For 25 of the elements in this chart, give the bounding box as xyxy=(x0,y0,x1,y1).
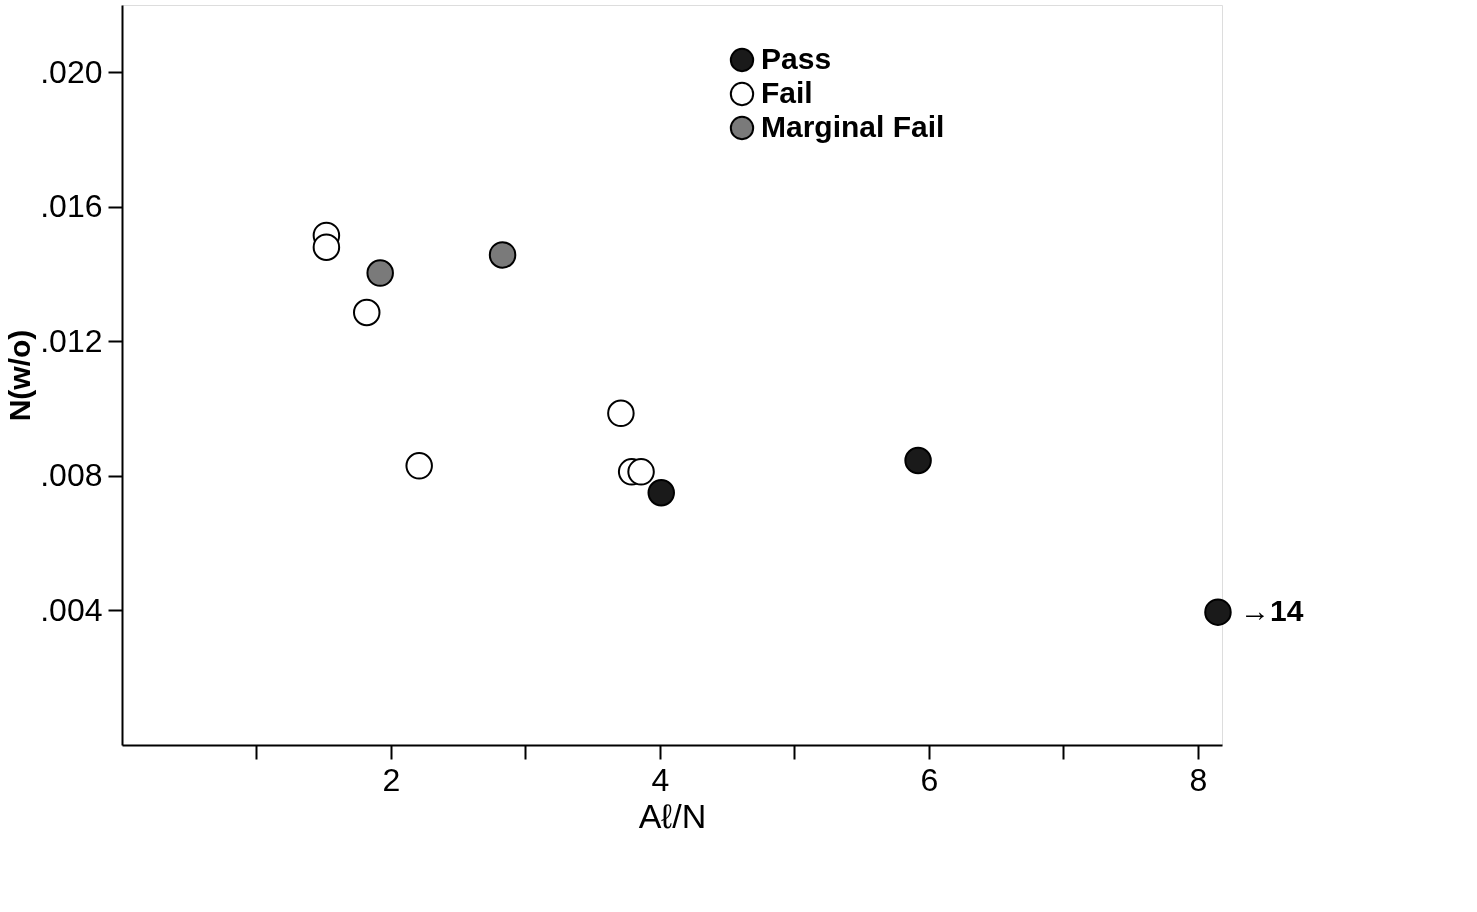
y-axis-title: N(w/o) xyxy=(3,329,37,422)
legend-label: Fail xyxy=(761,76,813,109)
x-tick-label: 2 xyxy=(382,761,401,798)
point xyxy=(405,452,433,480)
y-tick-label: .020 xyxy=(40,53,103,90)
legend-label: Marginal Fail xyxy=(761,110,945,143)
y-tick-label: .008 xyxy=(40,457,103,494)
point xyxy=(1204,598,1232,626)
x-tick-label: 8 xyxy=(1189,761,1208,798)
y-tick-label: .004 xyxy=(40,591,103,628)
x-tick-label: 4 xyxy=(651,761,670,798)
x-axis-title: Aℓ/N xyxy=(638,796,707,835)
annotation: →14 xyxy=(1239,594,1304,628)
point xyxy=(488,241,517,269)
point xyxy=(353,298,381,327)
x-tick-label: 6 xyxy=(920,761,939,798)
point xyxy=(312,233,341,261)
point xyxy=(647,479,675,507)
legend-label: Pass xyxy=(761,42,832,75)
y-tick-label: .016 xyxy=(40,188,103,225)
point xyxy=(607,399,635,428)
y-tick-label: .012 xyxy=(40,322,103,359)
point xyxy=(627,458,655,486)
point xyxy=(904,446,932,475)
point xyxy=(366,259,394,287)
